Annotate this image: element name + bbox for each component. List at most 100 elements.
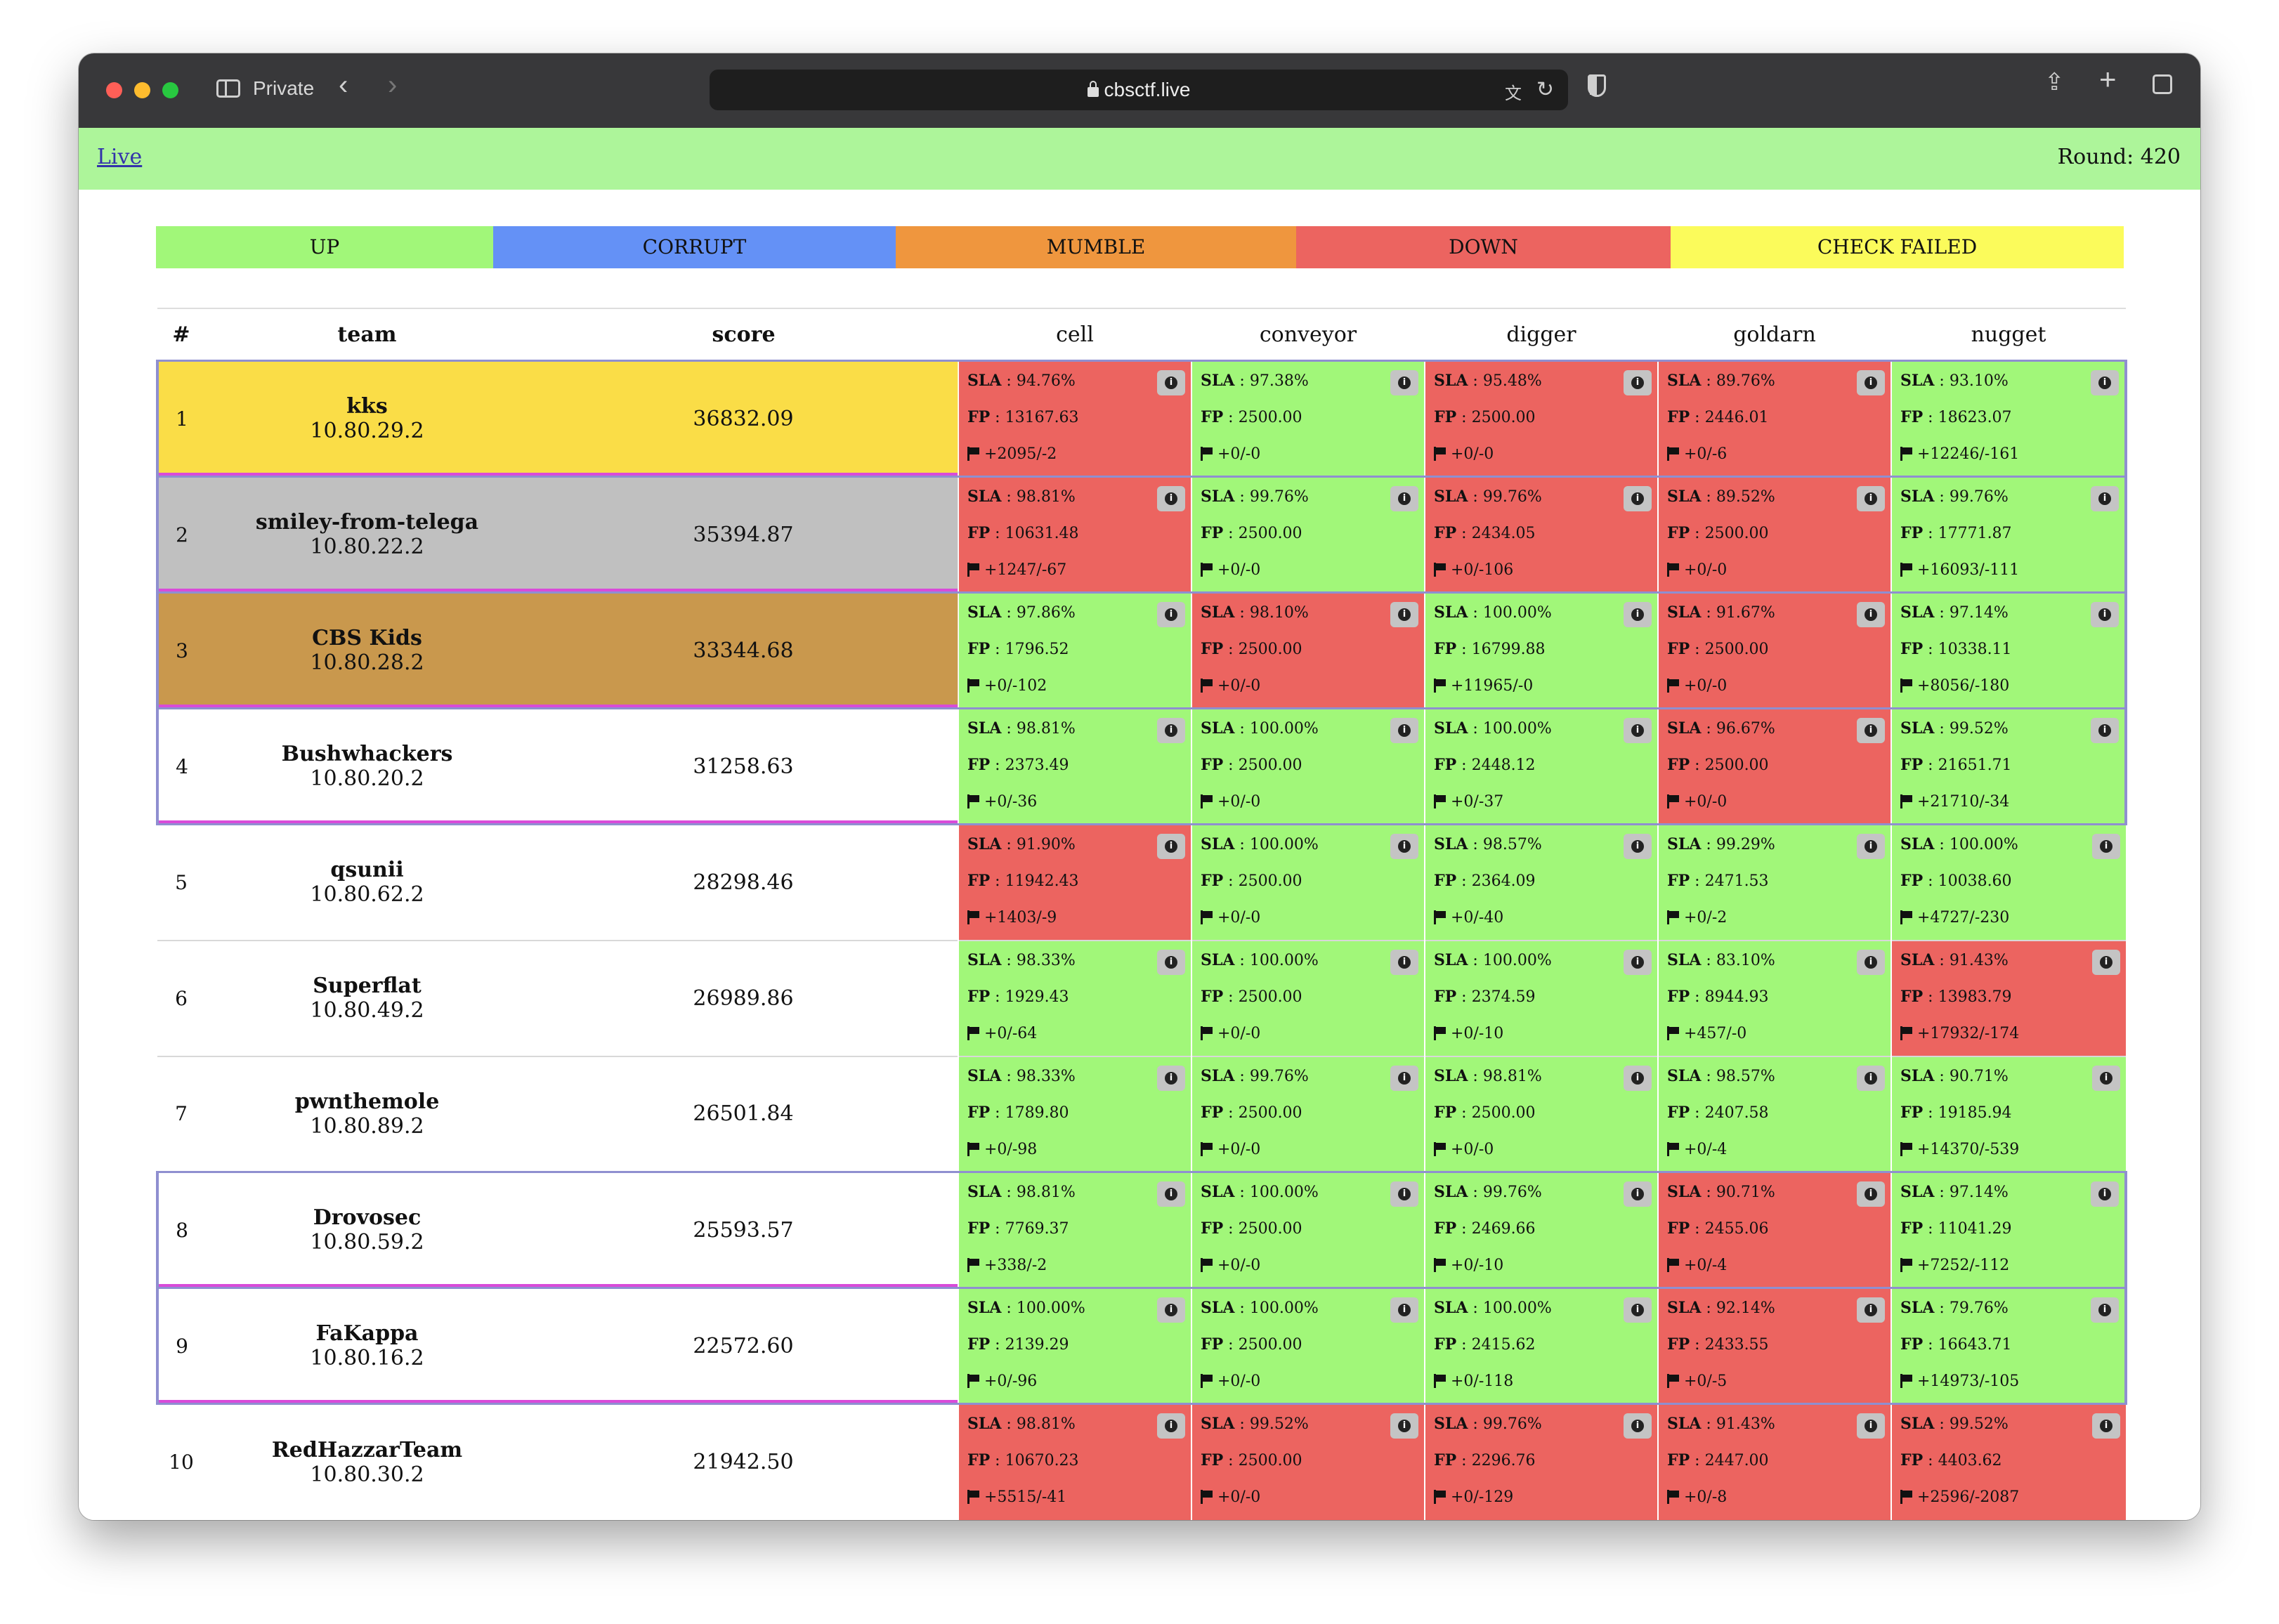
sla-value: 97.14% (1949, 1184, 2009, 1201)
info-button[interactable]: i (2091, 718, 2119, 743)
flags-value: +0/-37 (1451, 793, 1504, 811)
info-button[interactable]: i (1857, 1065, 1885, 1091)
zoom-window-button[interactable] (162, 82, 178, 98)
info-button[interactable]: i (1390, 1065, 1418, 1091)
info-button[interactable]: i (2091, 370, 2119, 395)
forward-icon[interactable]: › (388, 70, 398, 100)
fp-value: 18623.07 (1938, 409, 2012, 426)
info-button[interactable]: i (1390, 602, 1418, 627)
fp-label: FP (1900, 756, 1924, 774)
info-button[interactable]: i (2091, 1181, 2119, 1207)
flags-value: +14973/-105 (1917, 1373, 2020, 1390)
fp-value: 2434.05 (1471, 525, 1536, 542)
info-button[interactable]: i (1157, 486, 1185, 511)
info-button[interactable]: i (2091, 602, 2119, 627)
team-ip: 10.80.16.2 (310, 1346, 424, 1370)
info-button[interactable]: i (2091, 1297, 2119, 1323)
fp-value: 10670.23 (1005, 1452, 1079, 1469)
info-button[interactable]: i (1857, 1181, 1885, 1207)
info-button[interactable]: i (1857, 949, 1885, 975)
info-button[interactable]: i (1157, 370, 1185, 395)
info-button[interactable]: i (1390, 834, 1418, 859)
info-button[interactable]: i (1157, 602, 1185, 627)
sla-line: SLA : 97.38% (1201, 372, 1309, 390)
info-button[interactable]: i (1857, 1297, 1885, 1323)
info-button[interactable]: i (1157, 718, 1185, 743)
info-button[interactable]: i (1390, 1297, 1418, 1323)
flag-icon (967, 563, 980, 577)
flags-line: +0/-0 (1201, 1140, 1260, 1158)
address-bar[interactable]: cbsctf.live 文 ↻ (710, 70, 1568, 110)
flags-line: +0/-8 (1667, 1488, 1727, 1506)
sla-value: 97.38% (1249, 372, 1309, 390)
info-button[interactable]: i (1157, 949, 1185, 975)
info-button[interactable]: i (2092, 1413, 2120, 1439)
info-button[interactable]: i (2092, 949, 2120, 975)
info-button[interactable]: i (1624, 1181, 1652, 1207)
service-cell: SLA : 91.43% FP : 2447.00 +0/-8 i (1657, 1403, 1891, 1520)
sla-value: 98.81% (1016, 720, 1076, 738)
back-icon[interactable]: ‹ (339, 70, 348, 100)
sidebar-icon[interactable] (216, 79, 240, 98)
info-button[interactable]: i (1157, 1297, 1185, 1323)
translate-icon[interactable]: 文 (1505, 84, 1522, 103)
team-ip: 10.80.62.2 (310, 882, 424, 908)
tab-overview-icon[interactable] (2153, 74, 2172, 94)
team-score: 35394.87 (529, 476, 958, 594)
fp-line: FP : 2139.29 (967, 1335, 1069, 1354)
info-button[interactable]: i (1157, 1181, 1185, 1207)
info-button[interactable]: i (1390, 486, 1418, 511)
info-button[interactable]: i (1390, 1413, 1418, 1439)
sla-label: SLA (967, 1066, 1002, 1085)
info-button[interactable]: i (2092, 1065, 2120, 1091)
close-window-button[interactable] (106, 82, 122, 98)
info-button[interactable]: i (1624, 1065, 1652, 1091)
info-button[interactable]: i (1857, 834, 1885, 859)
sla-line: SLA : 100.00% (1201, 835, 1319, 853)
live-link[interactable]: Live (97, 145, 143, 169)
info-button[interactable]: i (1624, 486, 1652, 511)
flags-value: +0/-6 (1684, 445, 1728, 463)
info-button[interactable]: i (1390, 949, 1418, 975)
info-button[interactable]: i (1390, 370, 1418, 395)
info-button[interactable]: i (1624, 1297, 1652, 1323)
sla-line: SLA : 100.00% (1434, 603, 1552, 622)
round-counter: Round: 420 (2057, 145, 2181, 169)
info-button[interactable]: i (1857, 1413, 1885, 1439)
reload-icon[interactable]: ↻ (1536, 78, 1554, 101)
team-ip: 10.80.59.2 (310, 1230, 424, 1255)
info-button[interactable]: i (1857, 718, 1885, 743)
new-tab-icon[interactable]: + (2099, 63, 2117, 96)
sla-value: 98.81% (1482, 1067, 1542, 1085)
info-button[interactable]: i (1624, 718, 1652, 743)
info-button[interactable]: i (1624, 602, 1652, 627)
sla-label: SLA (1434, 835, 1468, 853)
info-button[interactable]: i (1624, 834, 1652, 859)
info-button[interactable]: i (1857, 486, 1885, 511)
flags-value: +457/-0 (1684, 1024, 1747, 1042)
info-icon: i (1398, 840, 1411, 853)
info-button[interactable]: i (2092, 834, 2120, 859)
info-button[interactable]: i (1157, 1065, 1185, 1091)
flag-icon (1900, 910, 1913, 924)
sla-value: 100.00% (1482, 951, 1552, 969)
info-button[interactable]: i (1157, 834, 1185, 859)
info-button[interactable]: i (1624, 370, 1652, 395)
flag-icon (1667, 447, 1680, 461)
info-button[interactable]: i (1624, 949, 1652, 975)
fp-value: 8944.93 (1704, 988, 1769, 1006)
share-icon[interactable]: ⇪ (2044, 69, 2065, 96)
privacy-shield-icon[interactable] (1588, 74, 1606, 97)
sla-label: SLA (1201, 835, 1235, 853)
minimize-window-button[interactable] (134, 82, 150, 98)
info-button[interactable]: i (1857, 602, 1885, 627)
info-button[interactable]: i (1390, 718, 1418, 743)
flags-line: +0/-0 (1201, 676, 1260, 695)
fp-value: 17771.87 (1938, 525, 2012, 542)
service-cell: SLA : 91.43% FP : 13983.79 +17932/-174 i (1891, 939, 2126, 1056)
info-button[interactable]: i (1857, 370, 1885, 395)
info-button[interactable]: i (1624, 1413, 1652, 1439)
info-button[interactable]: i (1390, 1181, 1418, 1207)
info-button[interactable]: i (2091, 486, 2119, 511)
info-button[interactable]: i (1157, 1413, 1185, 1439)
